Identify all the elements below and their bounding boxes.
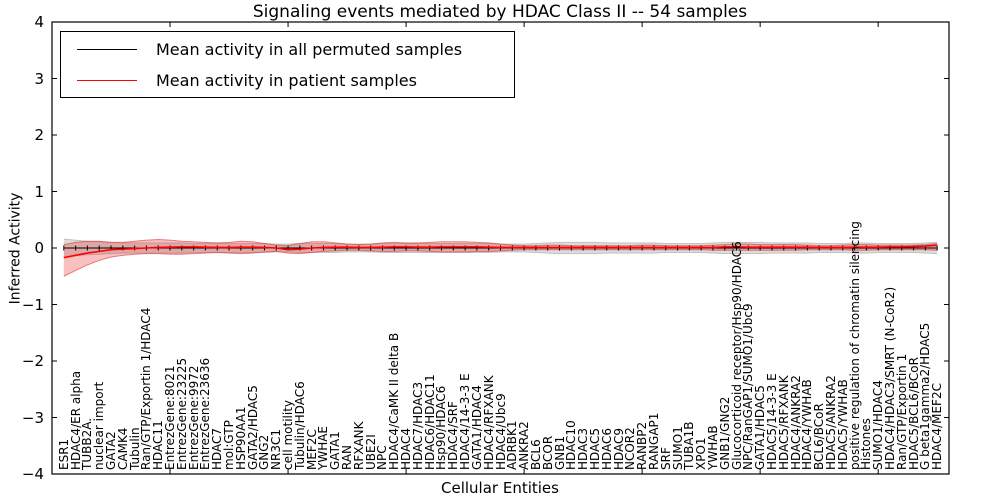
legend-label-patient: Mean activity in patient samples (156, 70, 417, 90)
permuted-line-swatch-icon (77, 48, 137, 50)
x-tick-label: HDAC5/RFXANK (776, 375, 791, 470)
x-tick-label: Ran/GTP/Exportin 1 (894, 353, 909, 470)
y-tick-label: 2 (34, 126, 44, 144)
x-tick-label: HDAC4/MEF2C (930, 383, 945, 470)
y-tick-label: −1 (21, 295, 44, 314)
x-tick-label: GNB1/GNG2 (717, 396, 732, 470)
x-axis-title: Cellular Entities (441, 479, 559, 497)
x-tick-label: ESR1 (56, 438, 71, 470)
y-tick-label: 1 (34, 182, 44, 201)
legend-item-permuted: Mean activity in all permuted samples (61, 35, 514, 63)
legend-label-permuted: Mean activity in all permuted samples (156, 39, 463, 59)
y-tick-label: −3 (21, 408, 44, 427)
x-tick-label: HDAC6 (599, 427, 614, 470)
x-tick-label: SRF (658, 447, 673, 470)
y-tick-label: 4 (34, 13, 44, 31)
x-tick-label: HDAC5/YWHAB (835, 379, 850, 470)
legend-item-patient: Mean activity in patient samples (61, 66, 514, 94)
legend: Mean activity in all permuted samples Me… (60, 31, 515, 98)
y-tick-label: −2 (21, 352, 44, 370)
x-tick-label: BCOR (540, 435, 555, 470)
y-tick-label: 0 (34, 239, 44, 257)
y-axis-title: Inferred Activity (7, 192, 24, 305)
x-tick-label: HDAC4/RFXANK (481, 375, 496, 470)
patient-line-swatch-icon (77, 79, 137, 81)
y-tick-label: 3 (34, 69, 44, 88)
chart-title: Signaling events mediated by HDAC Class … (252, 2, 748, 22)
x-tick-label: CAMK4 (115, 427, 130, 470)
y-tick-label: −4 (21, 465, 44, 483)
